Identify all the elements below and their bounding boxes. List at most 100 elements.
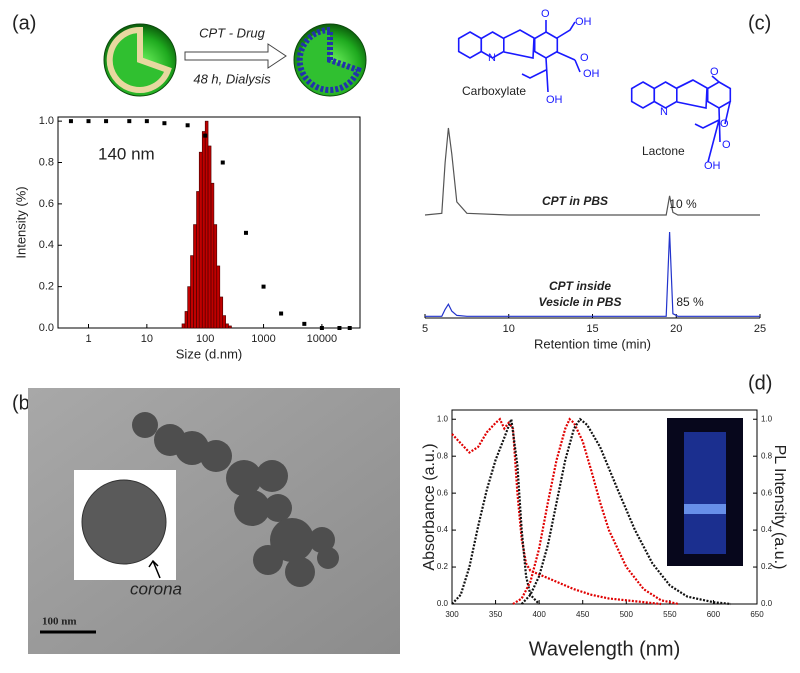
point [104,119,109,124]
y-tick-label: 0.8 [437,451,449,460]
x-tick-label: 400 [532,610,546,619]
particles [132,412,339,587]
scheme-step: CPT - Drug [199,25,266,40]
point [144,119,149,124]
atom: O [541,8,550,20]
inset-particle [81,479,167,565]
annotation: 10 % [669,197,697,211]
glow [684,504,726,514]
point [185,123,190,128]
x-tick-label: 1000 [251,333,275,345]
point [261,284,266,289]
micrograph: corona 100 nm [28,388,400,654]
x-tick-label: 600 [707,610,721,619]
bond [653,81,678,109]
annotation: 140 nm [98,144,155,163]
bar [190,255,194,329]
frame [451,409,758,605]
bar [207,145,212,329]
x-tick-label: 25 [754,323,766,335]
point [319,326,324,330]
y-tick-label: 0.2 [39,281,54,293]
y-tick-label: 1.0 [437,414,449,423]
point [337,326,342,330]
point [127,119,132,124]
atom: OH [583,68,600,80]
x-tick-label: 100 [196,333,214,345]
bar [201,131,206,329]
bar [213,224,218,329]
panel-label: (a) [12,12,36,34]
bar [210,182,215,329]
bond [457,31,483,59]
series-line [512,417,679,606]
structure-name: Carboxylate [462,84,526,98]
bond [480,31,505,59]
atom: O [710,66,719,78]
photo [667,418,743,566]
atom: OH [704,160,721,172]
bar [198,151,203,329]
bar [181,323,186,329]
x-axis-label: Size (d.nm) [176,346,242,361]
x-tick-label: 5 [422,323,428,335]
x-tick-label: 20 [670,323,682,335]
x-axis-label: Wavelength (nm) [529,638,681,660]
bar [193,224,197,329]
bond [676,79,694,89]
bar [219,296,224,329]
y-tick-label: 0.4 [39,239,54,251]
scheme-step: 48 h, Dialysis [193,71,271,86]
point [220,160,225,165]
bar [184,311,188,329]
point [162,121,167,126]
vesicle-shell-drug [296,26,362,93]
x-tick-label: 650 [750,610,764,619]
x-tick-label: 550 [663,610,677,619]
cuvette [684,432,726,554]
panel-label: (d) [748,372,772,394]
y2-tick-label: 0.4 [761,525,773,534]
point [302,321,307,326]
x-tick-label: 350 [489,610,503,619]
bar [216,265,221,329]
bar [196,191,200,329]
bond [676,75,731,163]
annotation: CPT in PBS [542,194,608,208]
y2-tick-label: 0.6 [761,488,773,497]
annotation: Vesicle in PBS [539,295,622,309]
scheme: CPT - Drug 48 h, Dialysis [103,23,367,97]
y-axis-label: Absorbance (a.u.) [421,443,438,570]
y2-tick-label: 0.0 [761,599,773,608]
atom: OH [575,16,592,28]
y-tick-label: 0.0 [437,599,449,608]
y2-tick-label: 0.8 [761,451,773,460]
x-tick-label: 300 [445,610,459,619]
atom: O [580,52,589,64]
bar [228,325,232,329]
structures: N O OH O OH OH Carboxylate O N O O OH La… [457,8,732,172]
series-line [424,127,760,216]
y-tick-label: 0.6 [39,198,54,210]
bond [521,20,581,93]
atom: N [660,106,668,118]
scale-bar-label: 100 nm [42,616,77,628]
bar [187,286,191,329]
x-tick-label: 450 [576,610,590,619]
series-line [425,231,760,317]
arrow [184,43,287,69]
atom: O [720,118,729,130]
y-tick-label: 0.4 [437,525,449,534]
structure-name: Lactone [642,144,685,158]
point [68,119,73,124]
series-line [520,417,732,606]
annotation: 85 % [676,295,704,309]
y2-tick-label: 0.2 [761,562,773,571]
bond [533,31,559,59]
series-line [451,417,662,606]
y-tick-label: 0.2 [437,562,449,571]
bar [225,323,229,329]
y2-axis-label: PL Intensity (a.u.) [771,445,788,570]
point [86,119,91,124]
